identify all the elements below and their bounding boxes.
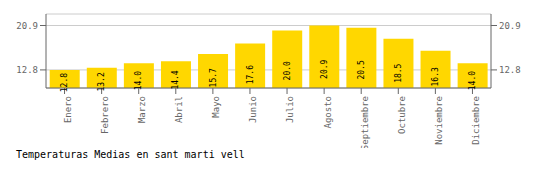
svg-text:Enero: Enero [63,96,73,123]
svg-text:20.9: 20.9 [320,59,329,78]
svg-text:Noviembre: Noviembre [434,96,444,145]
svg-text:12.8: 12.8 [499,65,521,75]
svg-text:15.7: 15.7 [209,68,218,87]
svg-text:Mayo: Mayo [211,96,221,118]
svg-text:20.5: 20.5 [357,60,366,79]
svg-text:16.3: 16.3 [431,67,440,86]
svg-text:14.0: 14.0 [468,71,477,90]
svg-text:18.5: 18.5 [394,63,403,82]
svg-text:Septiembre: Septiembre [360,96,370,148]
svg-text:17.6: 17.6 [246,65,255,84]
svg-text:Junio: Junio [248,96,258,123]
html-text:Temperaturas Medias en sant ma: Temperaturas Medias en sant marti vell [16,149,245,160]
svg-text:12.8: 12.8 [16,65,38,75]
svg-text:Octubre: Octubre [397,96,407,134]
svg-text:14.0: 14.0 [134,71,143,90]
svg-text:Febrero: Febrero [100,96,110,134]
svg-text:12.8: 12.8 [60,73,69,92]
svg-text:Diciembre: Diciembre [471,96,481,145]
svg-text:Agosto: Agosto [323,96,333,129]
svg-text:Julio: Julio [285,96,295,123]
svg-text:14.4: 14.4 [171,70,180,89]
svg-text:20.9: 20.9 [499,21,521,31]
svg-text:20.0: 20.0 [283,61,292,80]
svg-text:Marzo: Marzo [137,96,147,123]
svg-text:13.2: 13.2 [97,72,106,91]
svg-text:20.9: 20.9 [16,21,38,31]
svg-text:Abril: Abril [174,96,184,123]
